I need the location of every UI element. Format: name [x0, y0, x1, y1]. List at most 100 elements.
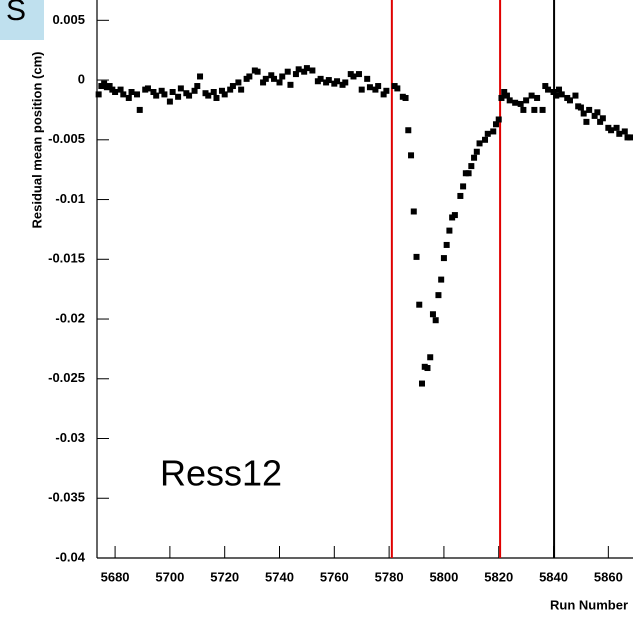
point	[503, 92, 510, 99]
point	[366, 84, 373, 91]
point	[358, 86, 365, 93]
x-tick-label: 5680	[101, 569, 130, 584]
point	[586, 106, 593, 113]
point	[153, 92, 160, 99]
y-axis-label: Residual mean position (cm)	[29, 52, 44, 229]
point	[465, 170, 472, 177]
point	[539, 106, 546, 113]
point	[484, 130, 491, 137]
point	[405, 127, 412, 134]
point	[429, 311, 436, 318]
point	[440, 255, 447, 262]
point	[268, 72, 275, 79]
point	[556, 86, 563, 93]
point	[136, 106, 143, 113]
point	[495, 116, 502, 123]
point	[334, 78, 341, 85]
point	[383, 87, 390, 94]
point	[534, 94, 541, 101]
point	[558, 91, 565, 98]
point	[301, 68, 308, 75]
point	[350, 73, 357, 80]
y-tick-label: -0.04	[55, 549, 85, 564]
point	[128, 89, 135, 96]
point	[572, 92, 579, 99]
point	[416, 301, 423, 308]
point	[460, 183, 467, 190]
point	[498, 94, 505, 101]
corner-box	[0, 0, 44, 40]
y-tick-label: -0.025	[48, 370, 85, 385]
point	[457, 192, 464, 199]
point	[616, 130, 623, 137]
point	[287, 81, 294, 88]
point	[408, 152, 415, 159]
point	[531, 106, 538, 113]
point	[317, 75, 324, 82]
point	[627, 134, 633, 141]
point	[279, 73, 286, 80]
point	[476, 140, 483, 147]
y-tick-label: -0.02	[55, 310, 85, 325]
point	[166, 98, 173, 105]
point	[309, 67, 316, 74]
point	[221, 91, 228, 98]
point	[517, 100, 524, 107]
point	[613, 124, 620, 131]
point	[134, 91, 141, 98]
point	[372, 86, 379, 93]
x-tick-label: 5840	[539, 569, 568, 584]
x-axis-label: Run Number	[550, 597, 628, 612]
x-tick-label: 5700	[155, 569, 184, 584]
point	[197, 73, 204, 80]
point	[169, 89, 176, 96]
point	[112, 89, 119, 96]
point	[292, 71, 299, 78]
point	[229, 83, 236, 90]
point	[194, 83, 201, 90]
point	[435, 292, 442, 299]
point	[375, 83, 382, 90]
point	[583, 118, 590, 125]
point	[144, 85, 151, 92]
point	[271, 75, 278, 82]
point	[95, 91, 102, 98]
x-tick-label: 5860	[594, 569, 623, 584]
point	[150, 89, 157, 96]
corner-label: S	[6, 0, 26, 27]
point	[117, 86, 124, 93]
point	[120, 91, 127, 98]
point	[424, 365, 431, 372]
point	[161, 91, 168, 98]
y-tick-label: -0.015	[48, 251, 85, 266]
point	[545, 86, 552, 93]
point	[482, 136, 489, 143]
point	[177, 85, 184, 92]
point	[186, 92, 193, 99]
point	[262, 75, 269, 82]
point	[218, 87, 225, 94]
y-tick-label: -0.035	[48, 490, 85, 505]
point	[577, 104, 584, 111]
point	[175, 93, 182, 100]
annotation: Ress12	[160, 453, 282, 494]
point	[364, 75, 371, 82]
point	[492, 121, 499, 128]
point	[432, 317, 439, 324]
y-tick-label: -0.03	[55, 430, 85, 445]
point	[471, 154, 478, 161]
point	[520, 106, 527, 113]
point	[506, 97, 513, 104]
point	[621, 128, 628, 135]
x-tick-label: 5740	[265, 569, 294, 584]
point	[451, 212, 458, 219]
point	[446, 227, 453, 234]
point	[528, 92, 535, 99]
point	[158, 87, 165, 94]
point	[413, 253, 420, 260]
y-tick-label: -0.01	[55, 191, 85, 206]
point	[591, 112, 598, 119]
point	[608, 127, 615, 134]
